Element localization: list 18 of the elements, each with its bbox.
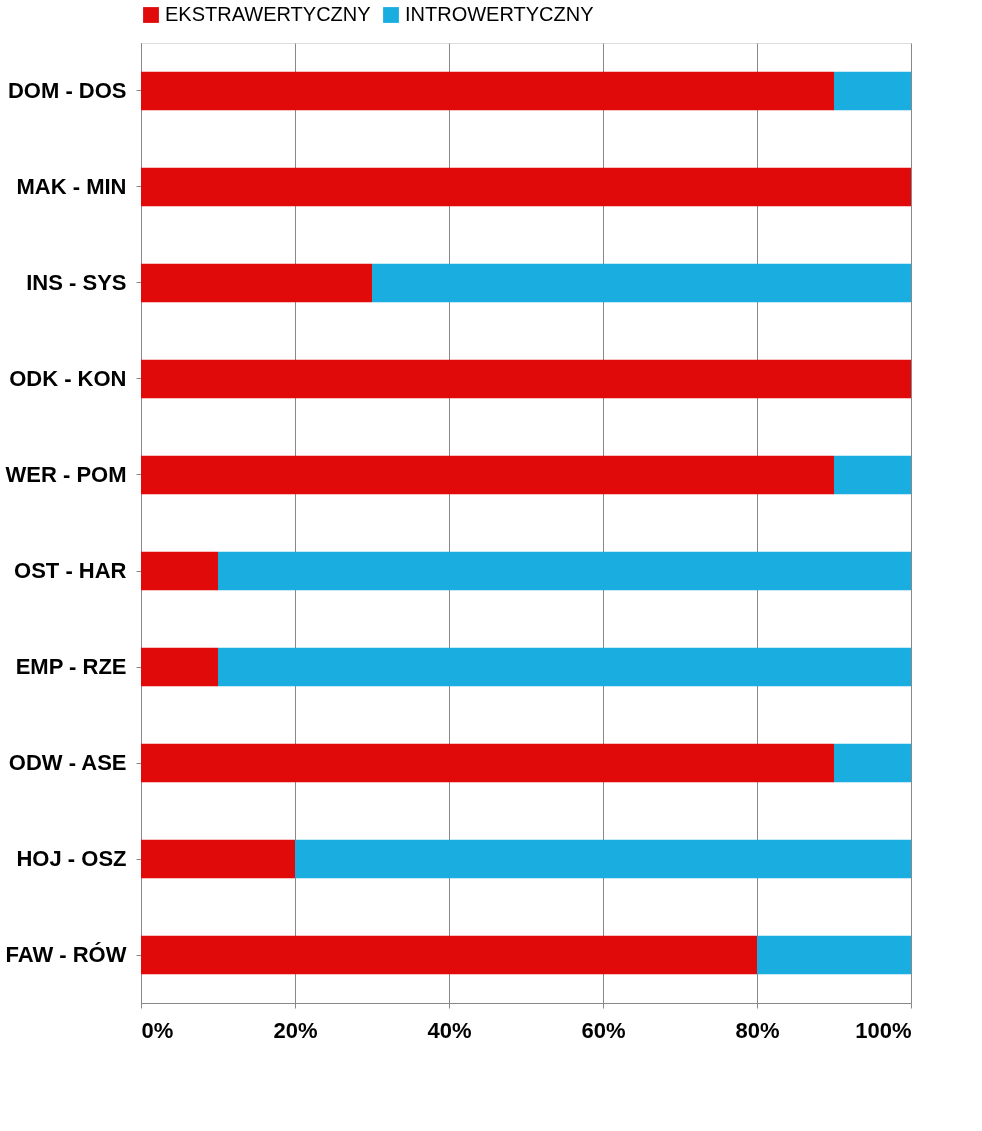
legend-label: INTROWERTYCZNY [405,3,594,25]
x-tick-label: 0% [141,1017,174,1043]
x-tick-label: 80% [735,1017,780,1043]
y-tick-label: OST - HAR [14,558,127,583]
y-tick-label: HOJ - OSZ [16,846,127,871]
x-tick-label: 60% [581,1017,626,1043]
y-tick-label: EMP - RZE [15,654,127,679]
y-tick-label: INS - SYS [26,270,127,295]
x-tick-label: 100% [855,1017,912,1043]
y-tick-label: ODW - ASE [8,750,127,775]
x-tick-label: 20% [273,1017,318,1043]
y-tick-label: ODK - KON [9,366,127,391]
y-tick-label: MAK - MIN [16,174,127,199]
x-tick-label: 40% [427,1017,472,1043]
y-tick-label: WER - POM [5,462,127,487]
legend-label: EKSTRAWERTYCZNY [165,3,371,25]
y-tick-label: DOM - DOS [7,78,127,103]
y-tick-label: FAW - RÓW [5,942,127,967]
